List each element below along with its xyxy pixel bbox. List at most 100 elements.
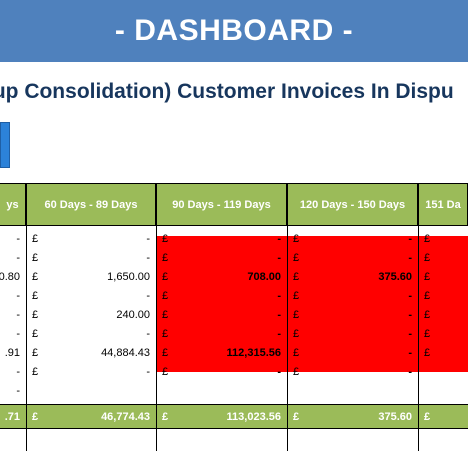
table-cell: £ (418, 325, 468, 344)
currency-symbol: £ (424, 309, 431, 321)
currency-symbol: £ (293, 366, 300, 378)
amount-value: 240.00 (116, 309, 150, 321)
table-cell: £ - (287, 325, 418, 344)
dashboard-banner: - DASHBOARD - (0, 0, 468, 62)
table-cell: £ - (287, 306, 418, 325)
aging-column: 90 Days - 119 Days £ - £ - £708.00 £ - £ - £ - £112,… (156, 183, 287, 468)
aging-column: ys - - 0.80 - - - .91 - - .71 (0, 183, 26, 468)
aging-table: ys - -0.80- - - .91- - .71 60 Days - 89 Days £ - £ -… (0, 183, 468, 468)
column-body (156, 236, 287, 372)
table-cell: - (0, 363, 26, 382)
total-cell: .71 (0, 404, 26, 429)
table-cell: £ - (26, 325, 156, 344)
currency-symbol: £ (32, 252, 39, 264)
table-cell: £ (418, 344, 468, 363)
amount-value: - (277, 309, 281, 321)
currency-symbol: £ (32, 271, 39, 283)
column-header: 90 Days - 119 Days (156, 183, 287, 226)
table-cell: - (0, 287, 26, 306)
table-cell: £ - (26, 249, 156, 268)
table-cell: £44,884.43 (26, 344, 156, 363)
amount-value: - (146, 290, 150, 302)
column-body (287, 236, 418, 372)
table-cell: £ (418, 287, 468, 306)
amount-value: - (277, 366, 281, 378)
amount-value: - (277, 290, 281, 302)
table-cell: - (0, 325, 26, 344)
table-cell: £ - (287, 363, 418, 382)
amount-value: - (408, 347, 412, 359)
column-divider (418, 226, 419, 451)
currency-symbol: £ (293, 233, 300, 245)
table-cell: £ - (287, 249, 418, 268)
table-cell: - (0, 306, 26, 325)
currency-symbol: £ (32, 328, 39, 340)
currency-symbol: £ (32, 411, 39, 423)
table-cell: 0.80 (0, 268, 26, 287)
table-cell: £ - (156, 230, 287, 249)
table-cell: £240.00 (26, 306, 156, 325)
currency-symbol: £ (162, 328, 169, 340)
table-cell: £ - (26, 287, 156, 306)
amount-value: - (16, 252, 20, 264)
currency-symbol: £ (162, 271, 169, 283)
total-cell: £46,774.43 (26, 404, 156, 429)
amount-value: 44,884.43 (101, 347, 150, 359)
table-cell: £ - (287, 287, 418, 306)
amount-value: - (408, 366, 412, 378)
currency-symbol: £ (32, 290, 39, 302)
amount-value: - (16, 309, 20, 321)
amount-value: 1,650.00 (107, 271, 150, 283)
amount-value: - (277, 328, 281, 340)
table-cell (418, 382, 468, 401)
table-cell (418, 363, 468, 382)
currency-symbol: £ (32, 366, 39, 378)
table-cell: - (0, 249, 26, 268)
table-cell: £708.00 (156, 268, 287, 287)
amount-value: - (277, 252, 281, 264)
currency-symbol: £ (162, 233, 169, 245)
column-header: ys (0, 183, 26, 226)
column-header: 120 Days - 150 Days (287, 183, 418, 226)
total-cell: £113,023.56 (156, 404, 287, 429)
table-cell: .91 (0, 344, 26, 363)
total-cell: £ (418, 404, 468, 429)
amount-value: 0.80 (0, 271, 20, 283)
currency-symbol: £ (293, 328, 300, 340)
aging-column: 120 Days - 150 Days £ - £ - £375.60 £ - £ - £ - £ - £ -… (287, 183, 418, 468)
amount-value: - (16, 290, 20, 302)
amount-value: 112,315.56 (226, 347, 281, 359)
table-cell: £ - (26, 363, 156, 382)
refresh-button[interactable] (0, 122, 10, 168)
total-value: 113,023.56 (226, 411, 281, 423)
table-cell: £112,315.56 (156, 344, 287, 363)
amount-value: - (146, 328, 150, 340)
table-cell: £ (418, 249, 468, 268)
table-cell (287, 382, 418, 401)
column-header: 60 Days - 89 Days (26, 183, 156, 226)
currency-symbol: £ (424, 347, 431, 359)
table-cell: - (0, 230, 26, 249)
table-cell: £ - (156, 325, 287, 344)
currency-symbol: £ (32, 309, 39, 321)
currency-symbol: £ (32, 233, 39, 245)
amount-value: - (16, 366, 20, 378)
currency-symbol: £ (424, 252, 431, 264)
table-cell: £ - (156, 363, 287, 382)
amount-value: - (277, 233, 281, 245)
currency-symbol: £ (293, 347, 300, 359)
currency-symbol: £ (424, 411, 431, 423)
table-cell: £375.60 (287, 268, 418, 287)
amount-value: - (16, 385, 20, 397)
currency-symbol: £ (293, 290, 300, 302)
amount-value: - (146, 252, 150, 264)
currency-symbol: £ (293, 252, 300, 264)
table-cell: £ - (26, 230, 156, 249)
amount-value: - (146, 366, 150, 378)
amount-value: - (408, 252, 412, 264)
amount-value: 708.00 (247, 271, 281, 283)
table-cell (156, 382, 287, 401)
table-cell: - (0, 382, 26, 401)
currency-symbol: £ (32, 347, 39, 359)
dashboard-title: - DASHBOARD - (114, 14, 354, 47)
